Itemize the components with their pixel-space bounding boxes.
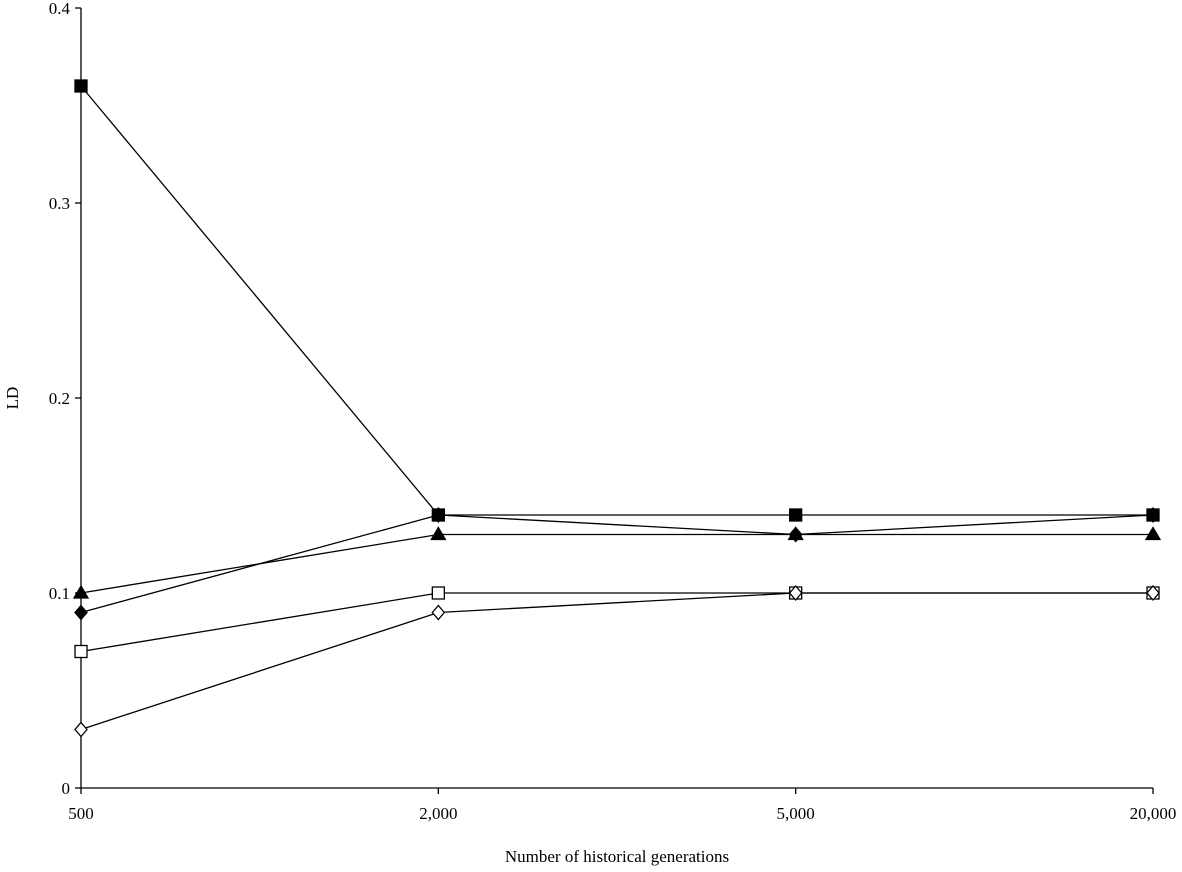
filled-square-marker — [74, 79, 88, 93]
y-tick-label: 0.2 — [49, 389, 70, 408]
filled-diamond-marker — [1146, 507, 1160, 523]
x-tick-label: 5,000 — [777, 804, 815, 823]
x-axis-title: Number of historical generations — [505, 847, 729, 866]
open-diamond-marker — [1146, 585, 1160, 601]
filled-diamond-marker — [431, 507, 446, 523]
series-markers — [72, 79, 1162, 738]
y-axis-title: LD — [3, 387, 22, 410]
series-lines — [80, 85, 1154, 731]
series-line-filled-square — [80, 85, 1153, 516]
open-diamond-marker — [788, 585, 803, 601]
x-tick-label: 500 — [68, 804, 94, 823]
open-diamond-marker — [74, 721, 88, 738]
axes — [80, 8, 1153, 789]
series-line-filled-triangle — [80, 533, 1153, 594]
filled-triangle-marker — [430, 526, 447, 541]
y-ticks: 0 0.1 0.2 0.3 0.4 — [49, 0, 81, 798]
series-line-open-diamond — [80, 592, 1153, 731]
filled-square-marker — [789, 508, 803, 522]
x-ticks: 500 2,000 5,000 20,000 — [68, 788, 1176, 823]
filled-triangle-marker — [72, 584, 90, 599]
x-tick-label: 2,000 — [419, 804, 457, 823]
filled-triangle-marker — [1144, 526, 1162, 541]
series-line-open-square — [80, 592, 1153, 653]
filled-diamond-marker — [74, 604, 88, 621]
series-line-filled-diamond — [80, 514, 1154, 614]
open-diamond-marker — [431, 604, 446, 621]
open-square-marker — [74, 644, 88, 659]
y-tick-label: 0.3 — [49, 194, 70, 213]
y-tick-label: 0.1 — [49, 584, 70, 603]
y-tick-label: 0 — [62, 779, 71, 798]
y-tick-label: 0.4 — [49, 0, 71, 18]
filled-diamond-marker — [788, 526, 803, 543]
open-square-marker — [431, 586, 445, 600]
x-tick-label: 20,000 — [1130, 804, 1177, 823]
